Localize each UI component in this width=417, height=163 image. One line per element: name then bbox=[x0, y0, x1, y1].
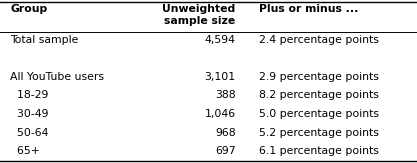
Text: 18-29: 18-29 bbox=[10, 90, 49, 101]
Text: Group: Group bbox=[10, 4, 48, 14]
Text: 2.9 percentage points: 2.9 percentage points bbox=[259, 72, 378, 82]
Text: 4,594: 4,594 bbox=[205, 35, 236, 45]
Text: 968: 968 bbox=[215, 127, 236, 138]
Text: 5.0 percentage points: 5.0 percentage points bbox=[259, 109, 379, 119]
Text: Plus or minus ...: Plus or minus ... bbox=[259, 4, 358, 14]
Text: 5.2 percentage points: 5.2 percentage points bbox=[259, 127, 378, 138]
Text: Unweighted
sample size: Unweighted sample size bbox=[162, 4, 236, 26]
Text: 50-64: 50-64 bbox=[10, 127, 49, 138]
Text: All YouTube users: All YouTube users bbox=[10, 72, 104, 82]
Text: 8.2 percentage points: 8.2 percentage points bbox=[259, 90, 378, 101]
Text: 3,101: 3,101 bbox=[204, 72, 236, 82]
Text: 2.4 percentage points: 2.4 percentage points bbox=[259, 35, 378, 45]
Text: 1,046: 1,046 bbox=[204, 109, 236, 119]
Text: Total sample: Total sample bbox=[10, 35, 79, 45]
Text: 697: 697 bbox=[215, 146, 236, 156]
Text: 30-49: 30-49 bbox=[10, 109, 49, 119]
Text: 388: 388 bbox=[215, 90, 236, 101]
Text: 65+: 65+ bbox=[10, 146, 40, 156]
Text: 6.1 percentage points: 6.1 percentage points bbox=[259, 146, 378, 156]
